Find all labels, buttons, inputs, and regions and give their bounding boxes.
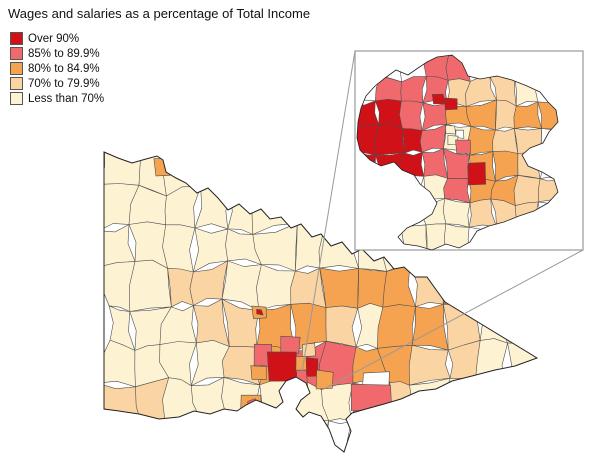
map-region — [257, 377, 298, 424]
map-region — [285, 152, 323, 188]
map-region — [256, 308, 264, 316]
map-region — [513, 174, 541, 206]
map-region — [223, 416, 265, 452]
map-region — [129, 420, 173, 452]
map-region — [225, 152, 262, 199]
map-region — [501, 263, 537, 307]
map-region — [254, 152, 293, 196]
map-region — [319, 267, 360, 311]
map-region — [266, 351, 298, 382]
map-region — [442, 263, 481, 305]
map-region — [381, 416, 422, 452]
map-region — [348, 421, 387, 452]
legend-item: 80% to 84.9% — [10, 61, 104, 76]
map-region — [439, 419, 486, 452]
map-region — [467, 125, 496, 156]
map-region — [104, 418, 143, 452]
legend-label: 70% to 79.9% — [28, 77, 100, 90]
map-region — [104, 152, 142, 187]
legend: Over 90% 85% to 89.9% 80% to 84.9% 70% to 7… — [10, 31, 104, 106]
melbourne-inset — [354, 50, 584, 251]
map-region — [411, 303, 449, 351]
map-region — [295, 419, 330, 452]
map-region — [255, 422, 300, 452]
map-region — [321, 420, 352, 452]
map-region — [467, 162, 487, 186]
inset-connector-line — [301, 50, 356, 373]
metro-outline — [356, 54, 559, 251]
map-region — [505, 342, 537, 389]
legend-item: Less than 70% — [10, 91, 104, 106]
map-region — [162, 224, 196, 273]
legend-swatch-icon — [10, 62, 23, 75]
map-region — [164, 418, 203, 452]
map-region — [129, 259, 172, 312]
map-region — [499, 301, 537, 344]
legend-label: 85% to 89.9% — [28, 47, 100, 60]
map-region — [442, 198, 471, 228]
legend-swatch-icon — [10, 77, 23, 90]
map-region — [475, 338, 508, 389]
map-region — [285, 183, 324, 234]
map-region — [376, 304, 416, 349]
map-region — [400, 76, 427, 104]
map-region — [431, 93, 445, 105]
legend-swatch-icon — [10, 32, 23, 45]
legend-item: Over 90% — [10, 31, 104, 46]
legend-label: 80% to 84.9% — [28, 62, 100, 75]
map-region — [295, 369, 309, 395]
legend-item: 70% to 79.9% — [10, 76, 104, 91]
map-region — [455, 139, 471, 154]
map-region — [474, 263, 513, 303]
inset-connector-line — [325, 249, 584, 389]
map-region — [256, 264, 296, 311]
legend-label: Less than 70% — [28, 92, 105, 105]
map-region — [313, 152, 358, 196]
map-region — [505, 417, 537, 452]
map-region — [250, 365, 267, 380]
map-region — [505, 378, 537, 428]
legend-label: Over 90% — [28, 32, 80, 45]
map-region — [492, 128, 519, 155]
state-outline — [103, 151, 539, 453]
map-region — [375, 123, 405, 157]
map-region — [495, 99, 517, 131]
map-region — [408, 344, 451, 386]
map-region — [104, 223, 136, 268]
map-region — [280, 335, 301, 354]
map-region — [305, 357, 319, 377]
map-region — [443, 97, 458, 111]
map-region — [315, 369, 334, 390]
page-title: Wages and salaries as a percentage of To… — [8, 6, 311, 21]
map-region — [301, 342, 316, 358]
map-region — [443, 377, 484, 427]
legend-item: 85% to 89.9% — [10, 46, 104, 61]
map-region — [475, 417, 517, 452]
map-region — [445, 125, 457, 135]
legend-swatch-icon — [10, 92, 23, 105]
map-region — [513, 101, 543, 129]
map-region — [419, 416, 446, 452]
map-region — [399, 100, 424, 131]
map-region — [325, 305, 359, 348]
map-region — [195, 152, 236, 194]
map-region — [474, 380, 517, 427]
legend-swatch-icon — [10, 47, 23, 60]
map-region — [199, 416, 227, 452]
